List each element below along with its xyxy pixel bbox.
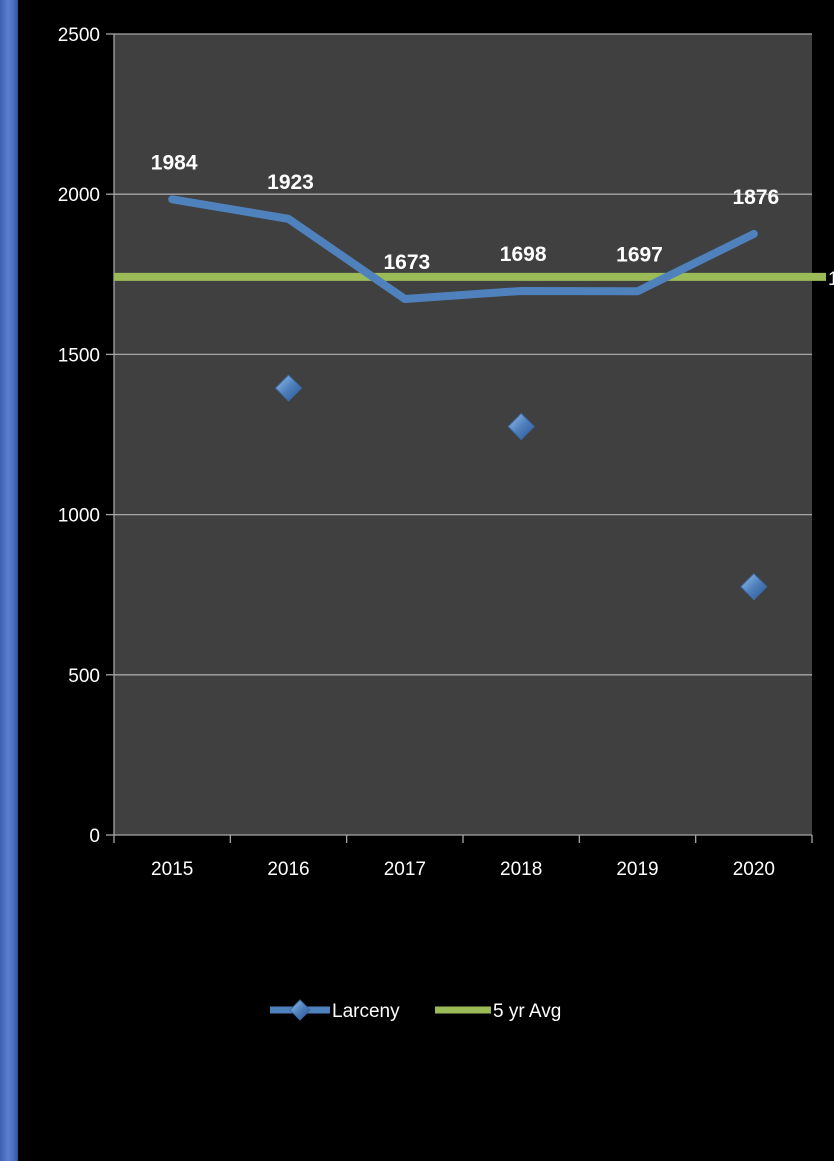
larceny-diamond-marker [507,412,535,441]
y-tick-label: 0 [89,826,100,847]
larceny-data-label: 1673 [383,251,430,274]
x-tick-label: 2018 [500,859,542,880]
chart: 0 500 1000 1500 2000 2500 2015 2016 2017 2018 2019… [58,25,834,1022]
larceny-data-label: 1984 [151,151,198,174]
larceny-diamond-marker [740,572,768,601]
x-tick-label: 2016 [267,859,309,880]
y-tick-label: 2000 [58,185,100,206]
y-tick-label: 1000 [58,506,100,527]
legend-larceny-label: Larceny [332,1001,400,1022]
chart-frame: 0 500 1000 1500 2000 2500 2015 2016 2017 2018 2019… [18,0,834,1161]
x-tick-label: 2019 [616,859,658,880]
larceny-data-label: 1876 [732,186,779,209]
plot-area [114,34,812,835]
legend-avg-label: 5 yr Avg [493,1001,561,1022]
larceny-data-label: 1923 [267,171,314,194]
y-tick-label: 2500 [58,25,100,46]
larceny-line [168,195,758,303]
y-tick-label: 1500 [58,345,100,366]
x-tick-label: 2015 [151,859,193,880]
larceny-data-label: 1698 [500,243,547,266]
y-tick-label: 500 [68,666,100,687]
larceny-diamond-marker [274,374,303,402]
x-tick-label: 2017 [384,859,426,880]
x-tick-label: 2020 [733,859,775,880]
larceny-data-label: 1697 [616,243,663,266]
legend-larceny-marker [289,999,311,1021]
avg-end-label: 1742 [828,269,834,290]
